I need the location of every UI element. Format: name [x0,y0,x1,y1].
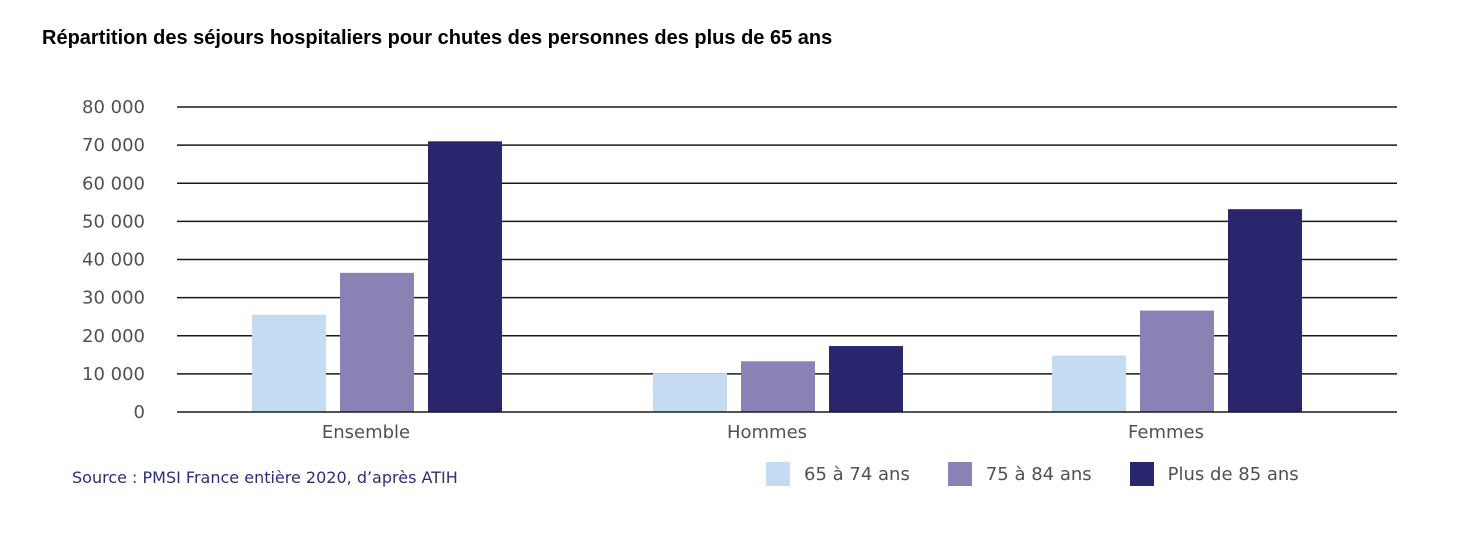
legend-swatch [947,462,972,486]
legend: 65 à 74 ans 75 à 84 ans Plus de 85 ans [766,462,1299,486]
legend-item-85-plus: Plus de 85 ans [1129,462,1299,486]
y-tick-label: 60 000 [82,173,145,194]
bar [653,373,727,412]
bar [428,141,502,412]
y-tick-label: 50 000 [82,211,145,232]
bars [252,141,1302,412]
y-tick-label: 80 000 [82,97,145,118]
y-tick-label: 70 000 [82,135,145,156]
x-axis-categories: Ensemble Hommes Femmes [322,422,1204,443]
x-category-label: Ensemble [322,422,410,443]
bar [1140,310,1214,412]
y-tick-label: 40 000 [82,250,145,271]
source-note: Source : PMSI France entière 2020, d’apr… [72,468,458,487]
legend-label: Plus de 85 ans [1167,463,1299,485]
y-tick-label: 10 000 [82,364,145,385]
legend-label: 75 à 84 ans [985,463,1092,485]
legend-label: 65 à 74 ans [804,463,910,485]
legend-item-65-74: 65 à 74 ans [766,462,910,486]
bar [829,346,903,412]
chart-title: Répartition des séjours hospitaliers pou… [42,27,833,49]
legend-swatch [1129,462,1154,486]
legend-item-75-84: 75 à 84 ans [947,462,1092,486]
bar [1052,355,1126,412]
bar [741,361,815,412]
bar [340,272,414,412]
x-category-label: Hommes [727,422,807,443]
bar [252,314,326,412]
x-category-label: Femmes [1128,422,1204,443]
y-tick-label: 30 000 [82,288,145,309]
legend-swatch [766,462,790,486]
y-tick-label: 20 000 [82,326,145,347]
y-tick-label: 0 [134,402,145,423]
y-axis-ticks: 0 10 000 20 000 30 000 40 000 50 000 60 000 70 … [82,97,145,423]
bar [1228,209,1302,412]
